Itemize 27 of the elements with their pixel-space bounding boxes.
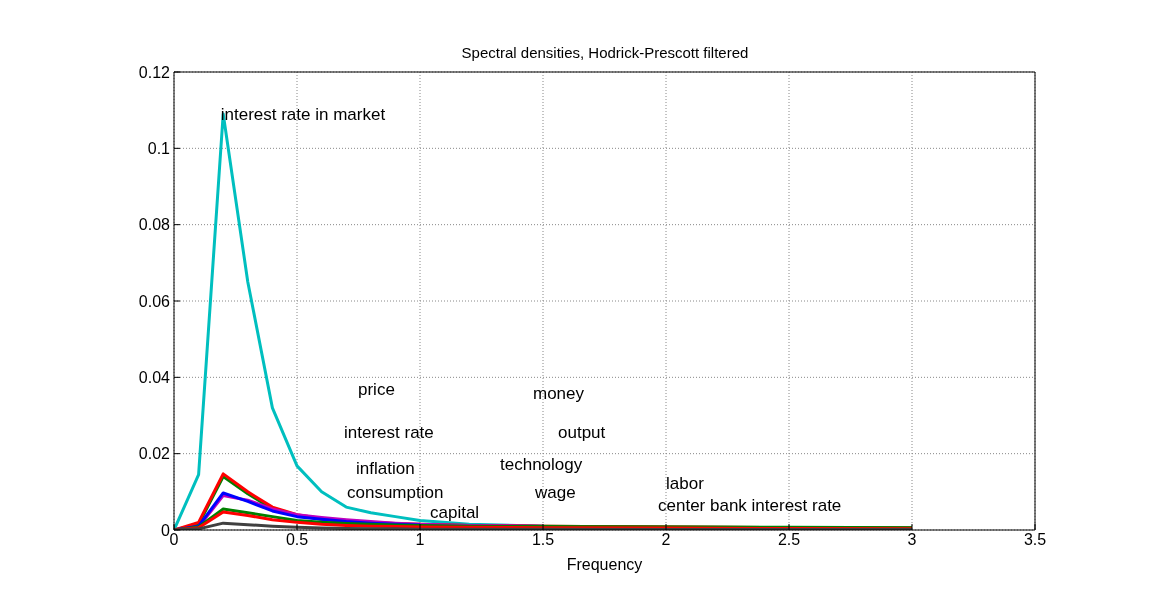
annotation: interest rate in market: [220, 105, 386, 125]
annotation: price: [358, 380, 395, 400]
y-tick-label: 0.06: [138, 292, 171, 310]
annotation: capital: [430, 503, 480, 523]
x-tick-label: 2: [661, 531, 671, 549]
annotation: center bank interest rate: [658, 496, 842, 516]
y-tick-label: 0.12: [138, 63, 171, 81]
annotation: labor: [666, 474, 704, 494]
x-tick-label: 3.5: [1023, 531, 1047, 549]
annotation: interest rate: [344, 423, 434, 443]
x-tick-label: 1.5: [531, 531, 555, 549]
x-tick-label: 0.5: [285, 531, 309, 549]
annotation: inflation: [356, 459, 415, 479]
y-tick-label: 0.08: [138, 216, 171, 234]
annotation: output: [558, 423, 606, 443]
y-tick-label: 0.02: [138, 445, 171, 463]
y-tick-label: 0.04: [138, 369, 171, 387]
x-tick-label: 2.5: [777, 531, 801, 549]
x-tick-label: 3: [907, 531, 917, 549]
annotation: consumption: [347, 483, 444, 503]
y-tick-label: 0.1: [147, 140, 171, 158]
chart-title: Spectral densities, Hodrick-Prescott filtered: [460, 44, 750, 61]
annotation: money: [533, 384, 585, 404]
annotation: technology: [500, 455, 583, 475]
x-axis-title: Frequency: [566, 556, 643, 573]
annotation: wage: [535, 483, 576, 503]
x-tick-label: 1: [415, 531, 425, 549]
